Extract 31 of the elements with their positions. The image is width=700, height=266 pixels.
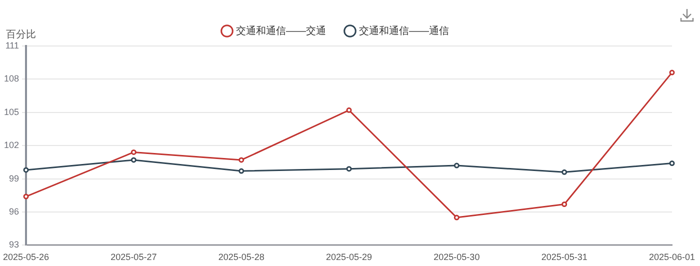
y-tick-label: 105: [4, 106, 20, 117]
x-tick-label: 2025-05-31: [541, 252, 588, 262]
x-tick-label: 2025-05-26: [2, 252, 50, 262]
y-tick-label: 99: [9, 173, 20, 184]
legend-label: 交通和通信——通信: [359, 24, 449, 37]
x-tick-label: 2025-05-30: [434, 252, 480, 262]
point: [669, 160, 675, 166]
point: [130, 149, 136, 155]
y-tick-label: 102: [4, 140, 20, 150]
y-tick-label: 93: [9, 240, 20, 250]
point: [238, 168, 244, 174]
point: [23, 194, 29, 200]
legend-label: 交通和通信——交通: [236, 24, 326, 37]
point: [130, 157, 136, 163]
y-tick-label: 108: [4, 74, 20, 84]
point: [669, 70, 675, 76]
point: [562, 202, 568, 208]
y-tick-label: 111: [5, 40, 20, 50]
point: [346, 107, 352, 113]
y-tick-label: 96: [9, 206, 20, 216]
point: [23, 167, 29, 173]
point: [454, 162, 460, 168]
point: [346, 166, 352, 172]
point: [562, 169, 568, 175]
x-tick-label: 2025-05-29: [326, 252, 372, 262]
y-axis-title: 百分比: [6, 28, 36, 41]
x-tick-label: 2025-06-01: [648, 252, 696, 262]
point: [238, 157, 244, 163]
x-tick-label: 2025-05-28: [218, 252, 264, 262]
point: [454, 214, 460, 220]
x-tick-label: 2025-05-27: [110, 252, 157, 262]
